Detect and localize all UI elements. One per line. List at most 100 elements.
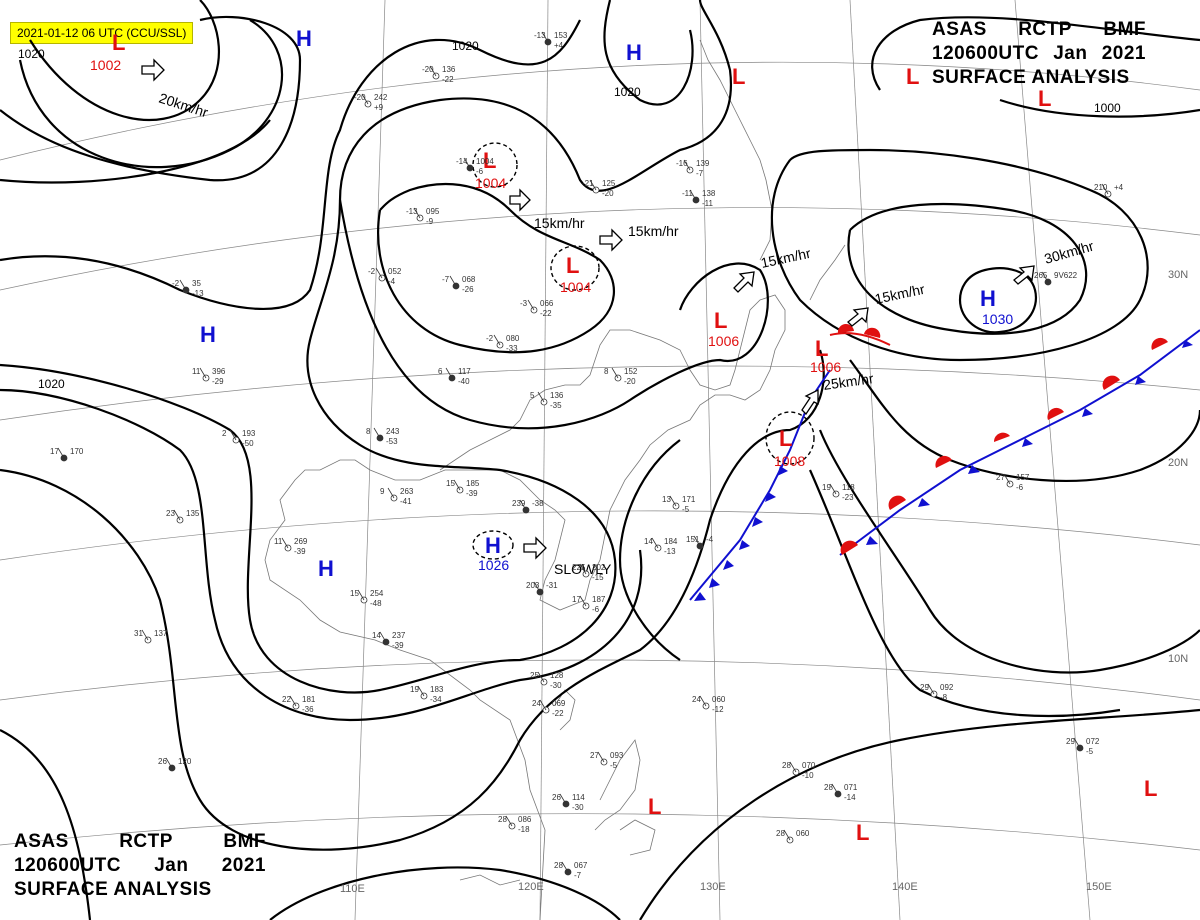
- station-plot: 28 067-7: [554, 861, 588, 880]
- station-value: 117: [458, 367, 471, 376]
- low-center: L: [732, 64, 745, 89]
- station-value: 6: [438, 367, 443, 376]
- lat-label: 20N: [1168, 457, 1188, 469]
- wind-barb-icon: [493, 334, 501, 346]
- station-value: 136: [550, 391, 564, 400]
- station-value: -39: [392, 641, 404, 650]
- station-value: 183: [430, 685, 444, 694]
- low-center-pressure: 1006: [708, 333, 739, 349]
- isobar-label: 1020: [38, 377, 65, 391]
- station-value: 28: [824, 783, 833, 792]
- wind-barb-icon: [611, 367, 619, 379]
- title-time: 120600UTC: [14, 855, 121, 876]
- wind-barb-icon: [463, 157, 471, 169]
- station-value: -29: [212, 377, 224, 386]
- station-value: -5: [682, 505, 690, 514]
- lon-label: 120E: [518, 881, 544, 893]
- station-plot: 17 170: [50, 447, 84, 462]
- station-value: 060: [712, 695, 726, 704]
- title-station: RCTP: [1018, 19, 1072, 40]
- wind-barb-icon: [417, 685, 425, 697]
- low-center-pressure: 1006: [810, 359, 841, 375]
- station-plot: 2 193-50: [222, 429, 256, 448]
- title-block-top: ASAS RCTP BMF 120600UTC Jan 2021 SURFACE ANA…: [932, 18, 1146, 90]
- station-value: 19: [410, 685, 419, 694]
- wind-barb-icon: [413, 207, 421, 219]
- station-value: 26: [552, 793, 561, 802]
- station-value: -2: [486, 334, 494, 343]
- station-value: 17: [572, 595, 581, 604]
- station-plots: -13 153+4-20 136-22-20 242+9-14 1004-6-21 125…: [50, 31, 1124, 880]
- station-plot: 239 -38: [512, 499, 544, 514]
- station-value: 28: [782, 761, 791, 770]
- lon-label: 150E: [1086, 881, 1112, 893]
- high-center: H: [318, 556, 334, 581]
- station-value: -53: [386, 437, 398, 446]
- station-value: -13: [406, 207, 418, 216]
- station-value: 24: [692, 695, 701, 704]
- station-value: 185: [466, 479, 480, 488]
- station-value: -21: [582, 179, 594, 188]
- station-value: 13: [662, 495, 671, 504]
- station-value: 202: [592, 563, 606, 572]
- station-plot: -3 066-22: [520, 299, 554, 318]
- station-value: 19: [822, 483, 831, 492]
- station-value: -11: [682, 189, 694, 198]
- station-value: 22: [282, 695, 291, 704]
- station-value: 11: [192, 367, 201, 376]
- motion-label: 20km/hr: [157, 90, 210, 121]
- station-value: 120: [178, 757, 192, 766]
- timestamp-badge: 2021-01-12 06 UTC (CCU/SSL): [10, 22, 194, 44]
- station-plot: 5 136-35: [530, 391, 564, 410]
- station-value: -13: [534, 31, 546, 40]
- station-plot: -16 139-7: [676, 159, 710, 178]
- wind-barb-icon: [519, 499, 527, 511]
- station-plot: -20 136-22: [422, 65, 456, 84]
- title-product: SURFACE ANALYSIS: [932, 67, 1130, 88]
- station-value: 060: [796, 829, 810, 838]
- low-center-pressure: 1004: [560, 279, 591, 295]
- isobar-labels: 1020 1020 1020 1020 1000: [18, 39, 1121, 391]
- station-value: -41: [400, 497, 412, 506]
- low-center: L: [906, 64, 919, 89]
- station-value: 086: [518, 815, 532, 824]
- wind-barb-icon: [589, 179, 597, 191]
- station-plot: 17 187-6: [572, 595, 606, 614]
- wind-barb-icon: [831, 783, 839, 795]
- station-plot: 13 171-5: [662, 495, 696, 514]
- station-value: -7: [696, 169, 704, 178]
- motion-arrows: [141, 58, 1035, 560]
- station-value: 072: [1086, 737, 1100, 746]
- station-value: 28: [776, 829, 785, 838]
- station-value: 35: [192, 279, 201, 288]
- station-value: 138: [702, 189, 716, 198]
- wind-barb-icon: [199, 367, 207, 379]
- low-center: L: [856, 820, 869, 845]
- station-value: -36: [302, 705, 314, 714]
- station-value: -10: [802, 771, 814, 780]
- wind-barb-icon: [173, 509, 181, 521]
- station-plot: 28 086-18: [498, 815, 532, 834]
- high-center-pressure: 1026: [478, 557, 509, 573]
- station-value: 210: [1094, 183, 1108, 192]
- station-value: -4: [706, 535, 714, 544]
- station-value: 396: [212, 367, 226, 376]
- station-value: 27: [996, 473, 1005, 482]
- title-station: RCTP: [119, 831, 173, 852]
- station-value: 171: [682, 495, 696, 504]
- station-value: 29: [1066, 737, 1075, 746]
- station-value: 237: [392, 631, 406, 640]
- station-value: -16: [676, 159, 688, 168]
- station-value: 093: [610, 751, 624, 760]
- high-center: H: [980, 286, 996, 311]
- station-plot: 27 157-6: [996, 473, 1030, 492]
- station-plot: 24 069-22: [532, 699, 566, 718]
- cold-front: [689, 329, 1200, 601]
- station-value: -20: [624, 377, 636, 386]
- station-plot: 31 137: [134, 629, 168, 644]
- station-value: 15: [446, 479, 455, 488]
- title-office: ASAS: [932, 19, 987, 40]
- station-value: -4: [388, 277, 396, 286]
- wind-barb-icon: [559, 793, 567, 805]
